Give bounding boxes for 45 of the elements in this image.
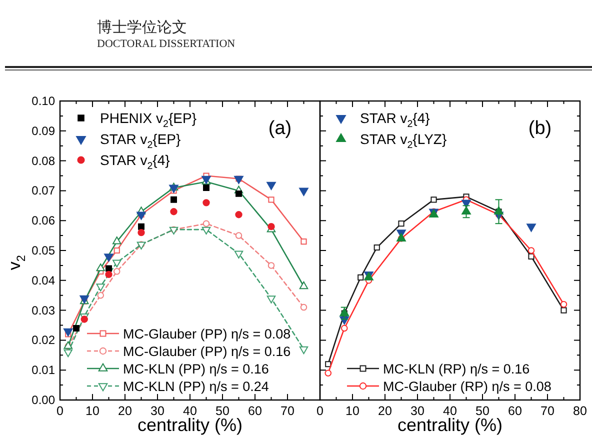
x-tick-label: 0: [316, 404, 324, 418]
y-tick-label: 0.04: [32, 273, 56, 288]
y-tick-label: 0.07: [32, 184, 56, 198]
x-axis-title: centrality (%): [397, 415, 503, 435]
legend-label: MC-KLN (PP) η/s = 0.16: [123, 362, 269, 376]
y-tick-label: 0.05: [32, 244, 56, 258]
legend-label: MC-KLN (RP) η/s = 0.16: [383, 362, 530, 376]
legend-label: MC-Glauber (PP) η/s = 0.16: [123, 344, 291, 359]
legend-label: STAR v$_{2}${4}: [360, 110, 430, 130]
x-tick-label: 60: [508, 404, 522, 418]
legend-label: STAR v$_{2}${LYZ}: [360, 131, 447, 152]
chart-subtitle: DOCTORAL DISSERTATION: [97, 38, 236, 50]
y-tick-label: 0.09: [32, 124, 56, 138]
y-tick-label: 0.06: [32, 214, 56, 228]
legend-label: STAR v$_{2}${4}: [100, 152, 170, 172]
x-tick-label: 70: [280, 404, 294, 418]
x-tick-label: 80: [573, 404, 587, 418]
y-tick-label: 0.10: [32, 94, 56, 108]
annotation: (b): [528, 118, 552, 139]
x-tick-label: 40: [183, 404, 197, 418]
x-tick-label: 70: [540, 404, 554, 418]
x-tick-label: 10: [86, 404, 100, 418]
y-tick-label: 0.08: [32, 154, 56, 168]
annotation: (a): [268, 118, 292, 139]
legend-label: PHENIX v$_{2}${EP}: [100, 110, 197, 130]
y-tick-label: 0.02: [32, 333, 56, 348]
x-tick-label: 20: [118, 404, 132, 418]
x-tick-label: 20: [378, 404, 392, 418]
x-tick-label: 0: [56, 404, 64, 418]
x-tick-label: 10: [346, 404, 360, 418]
x-axis-title: centrality (%): [137, 415, 243, 435]
legend-label: MC-Glauber (PP) η/s = 0.08: [123, 326, 291, 342]
chart-title: 博士学位论文: [97, 19, 187, 36]
x-tick-label: 40: [443, 404, 457, 418]
legend-label: STAR v$_{2}${EP}: [100, 131, 182, 152]
x-tick-label: 50: [476, 404, 490, 418]
x-tick-label: 50: [216, 404, 230, 418]
y-tick-label: 0.03: [32, 303, 56, 318]
legend-label: MC-Glauber (RP) η/s = 0.08: [383, 379, 552, 394]
x-tick-label: 30: [410, 404, 424, 418]
legend-label: MC-KLN (PP) η/s = 0.24: [123, 379, 270, 394]
x-tick-label: 60: [248, 404, 262, 418]
x-tick-label: 30: [150, 404, 164, 418]
y-tick-label: 0.01: [32, 363, 56, 378]
y-tick-label: 0.00: [32, 393, 56, 407]
